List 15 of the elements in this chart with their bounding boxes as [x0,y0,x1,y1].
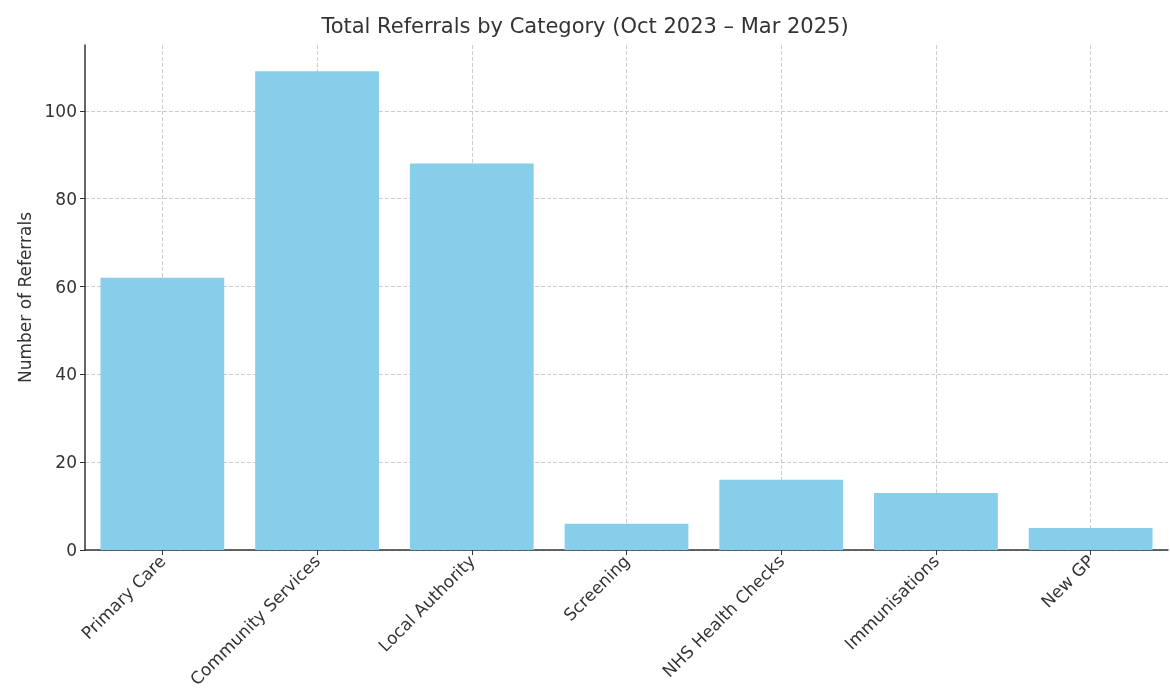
y-tick-label: 100 [44,100,77,121]
bar [874,492,998,550]
bar [719,479,844,550]
bar [255,71,379,550]
y-tick-label: 20 [55,452,77,473]
y-axis-title: Number of Referrals [14,211,35,384]
bar [564,523,689,550]
y-tick-label: 60 [55,276,77,297]
bar [409,163,534,550]
y-tick-label: 40 [55,364,77,385]
y-tick-label: 80 [55,188,77,209]
bar [100,277,225,550]
chart-title: Total Referrals by Category (Oct 2023 – Mar 2025) [320,13,849,38]
y-tick-label: 0 [66,540,77,560]
bar [1028,528,1153,550]
